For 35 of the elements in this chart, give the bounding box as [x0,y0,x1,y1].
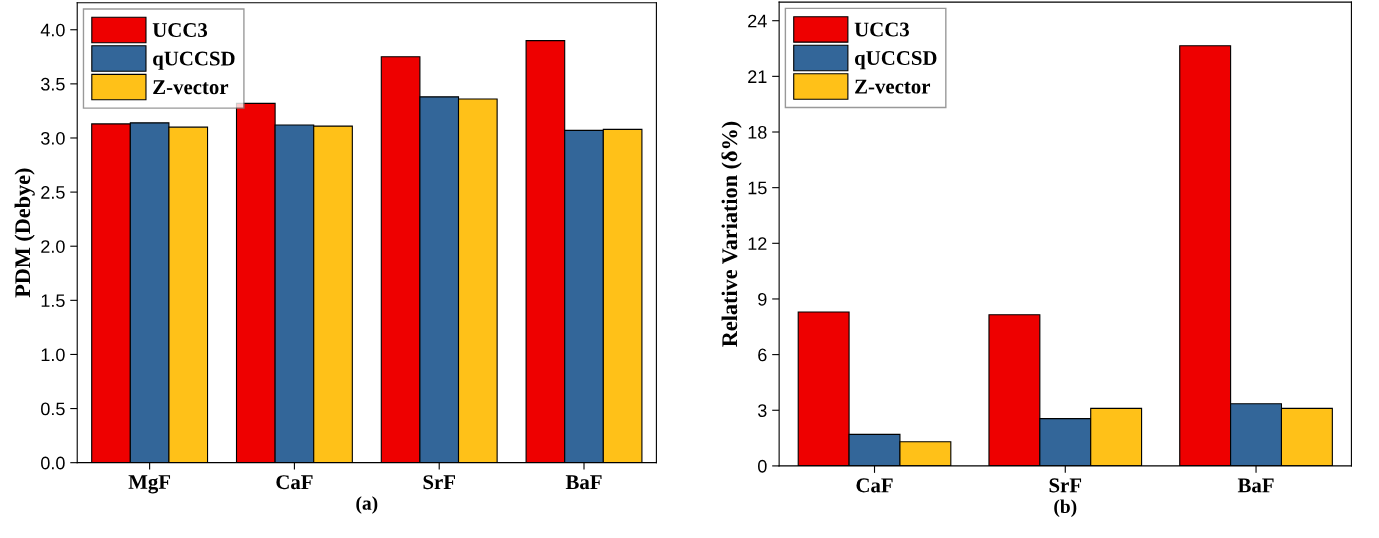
y-tick-label: 15 [748,181,767,195]
legend-label: qUCCSD [153,51,235,70]
x-axis-title: (b) [1054,499,1077,518]
y-tick-label: 24 [748,14,767,28]
legend-label: Z-vector [153,80,229,95]
y-tick-label: 0.0 [41,456,65,470]
y-tick-label: 21 [748,70,767,83]
y-tick-label: 2.5 [41,186,65,199]
x-axis-title: (a) [356,496,378,514]
y-tick-label: 3 [757,404,767,417]
legend-label: qUCCSD [854,51,937,70]
y-tick-label: 0.5 [41,402,65,416]
x-tick-label: CaF [276,475,313,490]
x-tick-label: SrF [1049,478,1082,493]
y-axis-title: PDM (Debye) [14,168,35,298]
y-tick-label: 9 [758,292,767,306]
x-tick-label: SrF [423,475,455,490]
y-axis-title: Relative Variation (δ%) [721,121,742,347]
legend-label: UCC3 [152,23,208,38]
y-tick-label: 12 [748,237,767,250]
x-tick-label: CaF [856,478,893,493]
y-tick-label: 6 [758,348,767,362]
x-tick-label: BaF [565,475,602,490]
x-tick-label: BaF [1237,478,1274,493]
y-tick-label: 1.0 [41,348,65,362]
y-tick-label: 3.5 [41,77,65,91]
y-tick-label: 3.0 [41,131,65,145]
y-tick-label: 18 [748,125,767,139]
y-tick-label: 1.5 [41,294,65,308]
legend-label: Z-vector [855,79,931,94]
x-tick-label: MgF [128,475,171,494]
legend-label: UCC3 [854,22,909,37]
y-tick-label: 4.0 [40,23,65,37]
y-tick-label: 2.0 [41,240,65,253]
y-tick-label: 0 [757,459,767,473]
